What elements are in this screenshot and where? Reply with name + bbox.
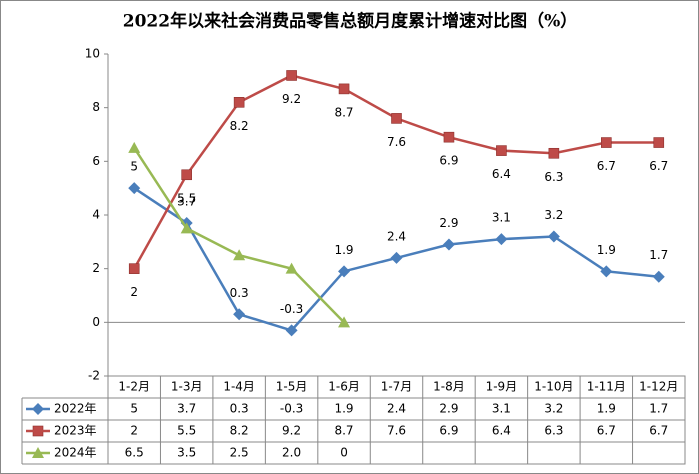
data-label: 6.7	[649, 159, 668, 173]
point-marker	[601, 137, 612, 148]
x-tick-label: 1-7月	[381, 380, 413, 394]
table-cell: 2.4	[387, 402, 406, 416]
point-marker	[495, 233, 508, 246]
point-marker	[338, 265, 351, 278]
data-label: 3.1	[492, 211, 511, 225]
point-marker	[496, 145, 507, 156]
x-tick-label: 1-11月	[587, 380, 626, 394]
y-tick-label: 6	[92, 154, 100, 168]
data-label: 9.2	[282, 92, 301, 106]
table-cell: 8.2	[230, 424, 249, 438]
point-marker	[128, 182, 141, 195]
point-marker	[442, 238, 455, 251]
point-marker	[443, 131, 455, 143]
table-cell: 2.9	[439, 402, 458, 416]
legend-label: 2023年	[54, 424, 97, 438]
y-tick-label: 4	[92, 208, 100, 222]
table-cell: 9.2	[282, 424, 301, 438]
point-marker	[338, 316, 351, 328]
point-marker	[390, 251, 403, 264]
x-tick-label: 1-6月	[328, 380, 360, 394]
y-tick-label: 10	[85, 47, 100, 61]
point-marker	[233, 308, 246, 321]
data-label: 1.7	[649, 248, 668, 262]
table-cell: 0.3	[230, 402, 249, 416]
point-marker	[285, 324, 298, 337]
point-marker	[600, 265, 613, 278]
data-label: 6.3	[544, 170, 563, 184]
y-tick-label: 0	[92, 315, 100, 329]
y-tick-label: -2	[88, 369, 100, 383]
table-cell: 1.9	[597, 402, 616, 416]
data-label: 7.6	[387, 135, 406, 149]
point-marker	[547, 230, 560, 243]
table-cell: 5	[130, 402, 138, 416]
table-cell: 6.3	[544, 424, 563, 438]
data-label: -0.3	[280, 302, 303, 316]
point-marker	[652, 270, 665, 283]
point-marker	[128, 141, 141, 153]
x-tick-label: 1-5月	[276, 380, 308, 394]
x-tick-label: 1-3月	[171, 380, 203, 394]
table-cell: 6.7	[649, 424, 668, 438]
table-cell: 3.1	[492, 402, 511, 416]
legend-label: 2024年	[54, 446, 97, 460]
table-cell: 7.6	[387, 424, 406, 438]
data-label: 1.9	[597, 243, 616, 257]
point-marker	[233, 97, 245, 108]
data-label: 2.4	[387, 229, 406, 243]
data-label: 6.7	[597, 159, 616, 173]
table-cell: 3.2	[544, 402, 563, 416]
data-label: 1.9	[334, 243, 353, 257]
x-tick-label: 1-10月	[534, 380, 573, 394]
point-marker	[286, 70, 297, 81]
point-marker	[181, 169, 192, 181]
data-label: 2	[130, 285, 138, 299]
legend-label: 2022年	[54, 402, 97, 416]
table-cell: 1.9	[334, 402, 353, 416]
point-marker	[548, 147, 560, 159]
table-cell: 0	[340, 446, 348, 460]
data-label: 8.7	[334, 105, 353, 119]
data-label: 3.7	[177, 195, 196, 209]
table-cell: 6.5	[125, 446, 144, 460]
table-cell: 6.7	[597, 424, 616, 438]
data-label: 2.9	[439, 216, 458, 230]
table-cell: -0.3	[280, 402, 303, 416]
point-marker	[391, 113, 402, 124]
point-marker	[285, 262, 298, 274]
point-marker	[338, 83, 350, 95]
x-tick-label: 1-12月	[639, 380, 678, 394]
data-label: 5.5	[177, 191, 196, 205]
x-tick-label: 1-2月	[118, 380, 150, 394]
y-tick-label: 2	[92, 261, 100, 275]
table-cell: 8.7	[334, 424, 353, 438]
data-label: 5	[130, 160, 138, 174]
x-tick-label: 1-9月	[486, 380, 518, 394]
table-cell: 2.0	[282, 446, 301, 460]
table-cell: 3.7	[177, 402, 196, 416]
table-cell: 5.5	[177, 424, 196, 438]
data-label: 6.9	[439, 154, 458, 168]
table-cell: 2	[130, 424, 138, 438]
point-marker	[128, 263, 140, 274]
table-cell: 3.5	[177, 446, 196, 460]
table-cell: 6.9	[439, 424, 458, 438]
chart-title: 2022年以来社会消费品零售总额月度累计增速对比图（%）	[123, 11, 577, 32]
point-marker	[233, 249, 246, 261]
y-tick-label: 8	[92, 100, 100, 114]
x-tick-label: 1-8月	[433, 380, 465, 394]
data-label: 3.2	[544, 208, 563, 222]
table-cell: 6.4	[492, 424, 511, 438]
point-marker	[653, 137, 665, 148]
data-label: 6.4	[492, 167, 511, 181]
table-cell: 1.7	[649, 402, 668, 416]
data-label: 0.3	[230, 286, 249, 300]
point-marker	[180, 222, 193, 234]
table-cell: 2.5	[230, 446, 249, 460]
x-tick-label: 1-4月	[223, 380, 255, 394]
data-label: 8.2	[230, 119, 249, 133]
